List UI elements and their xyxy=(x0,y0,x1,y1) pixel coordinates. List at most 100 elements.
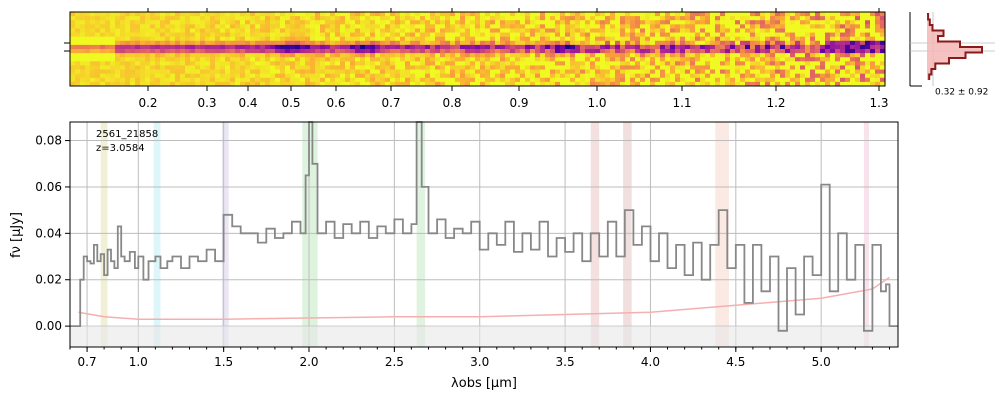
heatmap-cell xyxy=(535,73,541,79)
heatmap-cell xyxy=(680,32,686,38)
heatmap-cell xyxy=(705,32,711,38)
heatmap-cell xyxy=(265,77,271,83)
heatmap-cell xyxy=(295,32,301,38)
heatmap-cell xyxy=(735,32,741,38)
heatmap-cell xyxy=(585,20,591,25)
heatmap-cell xyxy=(780,69,786,75)
heatmap-cell xyxy=(870,65,876,70)
heatmap-cell xyxy=(370,16,376,21)
heatmap-cell xyxy=(265,32,271,38)
heatmap-cell xyxy=(220,36,226,42)
heatmap-cell xyxy=(650,49,656,54)
heatmap-cell xyxy=(205,49,211,54)
heatmap-cell xyxy=(455,49,461,54)
heatmap-cell xyxy=(560,57,566,62)
heatmap-cell xyxy=(135,44,141,50)
heatmap-cell xyxy=(205,36,211,42)
heatmap-cell xyxy=(380,57,386,62)
heatmap-cell xyxy=(390,24,396,29)
heatmap-cell xyxy=(85,40,91,46)
heatmap-cell xyxy=(255,24,261,29)
heatmap-cell xyxy=(115,57,121,62)
heatmap-cell xyxy=(720,44,726,50)
heatmap-cell xyxy=(410,49,416,54)
heatmap-cell xyxy=(145,16,151,21)
heatmap-cell xyxy=(170,49,176,54)
heatmap-cell xyxy=(860,24,866,29)
heatmap-cell xyxy=(880,28,886,33)
heatmap-cell xyxy=(480,61,486,66)
heatmap-cell xyxy=(320,12,326,17)
heatmap-cell xyxy=(500,16,506,21)
heatmap-cell xyxy=(680,28,686,33)
heatmap-cell xyxy=(850,28,856,33)
heatmap-cell xyxy=(600,53,606,58)
heatmap-cell xyxy=(365,40,371,46)
heatmap-cell xyxy=(250,69,256,75)
heatmap-cell xyxy=(305,36,311,42)
heatmap-cell xyxy=(190,81,196,87)
heatmap-cell xyxy=(200,16,206,21)
heatmap-cell xyxy=(865,49,871,54)
heatmap-cell xyxy=(295,57,301,62)
heatmap-cell xyxy=(120,40,126,46)
heatmap-cell xyxy=(750,77,756,83)
heatmap-cell xyxy=(730,24,736,29)
heatmap-cell xyxy=(780,81,786,87)
heatmap-cell xyxy=(760,20,766,25)
heatmap-cell xyxy=(355,28,361,33)
heatmap-cell xyxy=(650,44,656,50)
heatmap-cell xyxy=(115,12,121,17)
heatmap-cell xyxy=(255,61,261,66)
heatmap-cell xyxy=(355,20,361,25)
heatmap-cell xyxy=(805,32,811,38)
heatmap-cell xyxy=(195,69,201,75)
heatmap-cell xyxy=(345,28,351,33)
heatmap-cell xyxy=(400,24,406,29)
heatmap-cell xyxy=(810,20,816,25)
heatmap-cell xyxy=(455,73,461,79)
heatmap-cell xyxy=(770,69,776,75)
heatmap-cell xyxy=(215,16,221,21)
heatmap-cell xyxy=(570,36,576,42)
heatmap-cell xyxy=(160,36,166,42)
heatmap-cell xyxy=(870,69,876,75)
heatmap-cell xyxy=(385,69,391,75)
heatmap-cell xyxy=(405,49,411,54)
heatmap-cell xyxy=(815,36,821,42)
heatmap-cell xyxy=(750,69,756,75)
heatmap-cell xyxy=(180,57,186,62)
heatmap-cell xyxy=(835,57,841,62)
heatmap-cell xyxy=(385,12,391,17)
heatmap-cell xyxy=(405,20,411,25)
heatmap-cell xyxy=(640,36,646,42)
heatmap-cell xyxy=(775,40,781,46)
heatmap-cell xyxy=(375,77,381,83)
heatmap-cell xyxy=(820,36,826,42)
heatmap-cell xyxy=(85,16,91,21)
heatmap-cell xyxy=(290,12,296,17)
heatmap-cell xyxy=(655,49,661,54)
heatmap-cell xyxy=(485,24,491,29)
heatmap-cell xyxy=(380,73,386,79)
heatmap-cell xyxy=(385,49,391,54)
heatmap-cell xyxy=(70,81,76,87)
heatmap-cell xyxy=(155,16,161,21)
heatmap-cell xyxy=(610,16,616,21)
heatmap-cell xyxy=(610,32,616,38)
heatmap-cell xyxy=(245,44,251,50)
heatmap-cell xyxy=(230,32,236,38)
heatmap-cell xyxy=(70,65,76,70)
heatmap-cell xyxy=(270,49,276,54)
heatmap-cell xyxy=(130,12,136,17)
heatmap-cell xyxy=(690,65,696,70)
heatmap-cell xyxy=(860,40,866,46)
heatmap-cell xyxy=(185,24,191,29)
heatmap-cell xyxy=(260,28,266,33)
heatmap-cell xyxy=(540,73,546,79)
heatmap-cell xyxy=(85,57,91,62)
heatmap-cell xyxy=(580,24,586,29)
heatmap-cell xyxy=(130,57,136,62)
heatmap-cell xyxy=(325,20,331,25)
heatmap-cell xyxy=(195,12,201,17)
